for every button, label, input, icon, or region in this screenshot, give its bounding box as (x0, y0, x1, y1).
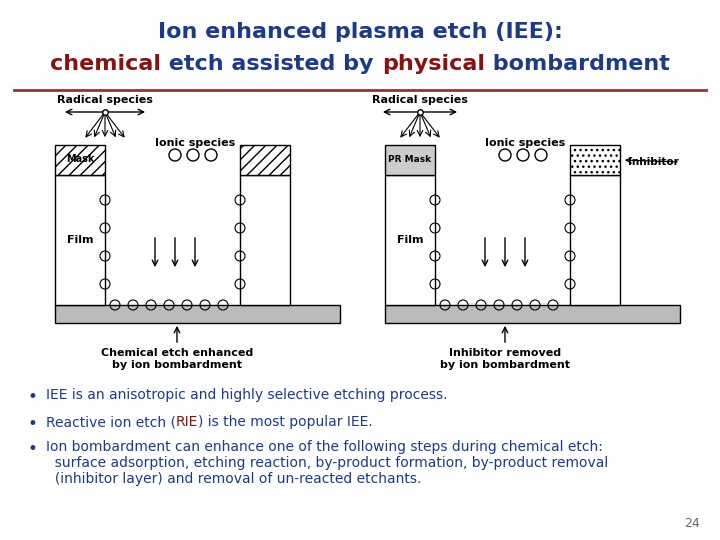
Text: PR Mask: PR Mask (388, 156, 431, 165)
Text: RIE: RIE (176, 415, 199, 429)
Bar (240, 145, 290, 175)
Bar (385, 175, 435, 305)
Bar (240, 175, 290, 305)
Text: Ionic species: Ionic species (485, 138, 565, 148)
Bar (55, 145, 105, 175)
Text: •: • (28, 415, 38, 433)
Bar (570, 145, 620, 175)
Text: Radical species: Radical species (57, 95, 153, 105)
Text: bombardment: bombardment (485, 54, 670, 74)
Text: Reactive ion etch (: Reactive ion etch ( (46, 415, 176, 429)
Text: Ion bombardment can enhance one of the following steps during chemical etch:
  s: Ion bombardment can enhance one of the f… (46, 440, 608, 487)
Bar (385, 145, 435, 175)
Bar (385, 305, 680, 323)
Text: ) is the most popular IEE.: ) is the most popular IEE. (199, 415, 373, 429)
Bar (570, 175, 620, 305)
Text: •: • (28, 440, 38, 458)
Text: Ion enhanced plasma etch (IEE):: Ion enhanced plasma etch (IEE): (158, 22, 562, 42)
Text: Radical species: Radical species (372, 95, 468, 105)
Text: •: • (28, 388, 38, 406)
Text: 24: 24 (684, 517, 700, 530)
Bar (55, 305, 340, 323)
Text: Mask: Mask (66, 154, 94, 164)
Text: Inhibitor: Inhibitor (628, 157, 679, 167)
Text: Film: Film (397, 235, 423, 245)
Text: etch assisted by: etch assisted by (161, 54, 382, 74)
Bar (55, 175, 105, 305)
Text: chemical: chemical (50, 54, 161, 74)
Text: Ionic species: Ionic species (155, 138, 235, 148)
Text: physical: physical (382, 54, 485, 74)
Text: Inhibitor removed
by ion bombardment: Inhibitor removed by ion bombardment (440, 348, 570, 370)
Text: Chemical etch enhanced
by ion bombardment: Chemical etch enhanced by ion bombardmen… (101, 348, 253, 370)
Text: IEE is an anisotropic and highly selective etching process.: IEE is an anisotropic and highly selecti… (46, 388, 448, 402)
Text: Film: Film (67, 235, 94, 245)
